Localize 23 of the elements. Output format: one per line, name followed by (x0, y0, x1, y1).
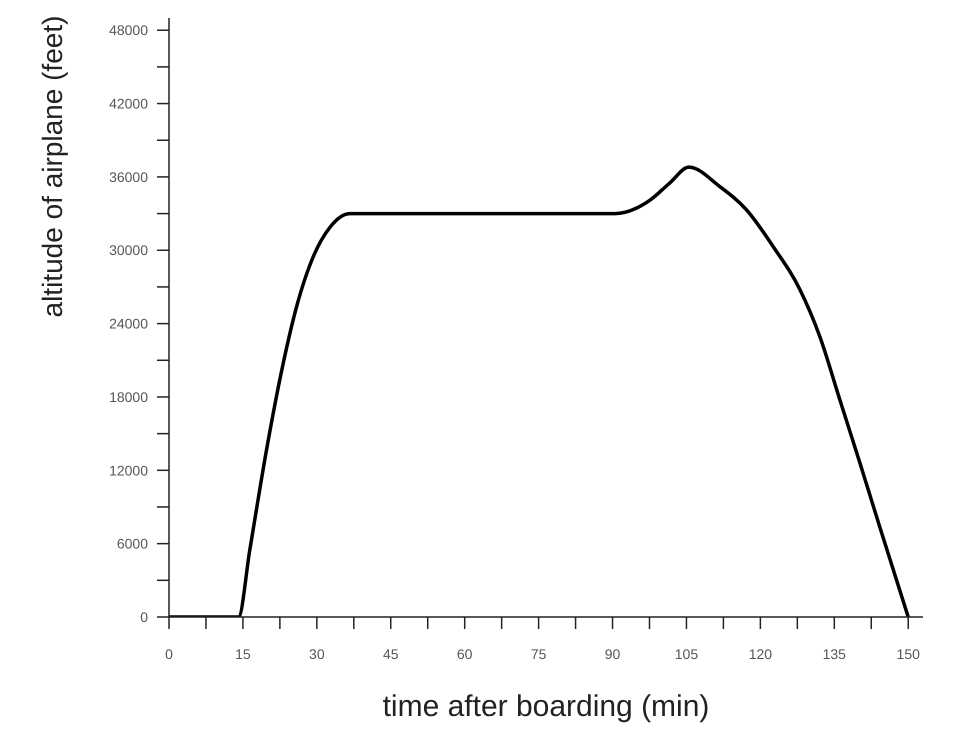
x-tick-label: 30 (309, 646, 325, 662)
x-tick-label: 120 (748, 646, 772, 662)
x-axis-title: time after boarding (min) (382, 690, 710, 723)
x-tick-label: 90 (604, 646, 621, 662)
y-tick-label: 48000 (109, 22, 148, 38)
y-tick-label: 0 (140, 608, 148, 625)
x-tick-label: 45 (382, 646, 399, 662)
y-tick-label: 30000 (109, 242, 148, 258)
x-tick-label: 0 (165, 646, 174, 662)
x-tick-label: 135 (822, 646, 846, 662)
x-tick-label: 105 (674, 646, 698, 662)
y-tick-label: 42000 (109, 96, 148, 112)
y-tick-label: 36000 (109, 168, 148, 185)
x-tick-label: 75 (530, 646, 547, 662)
y-tick-label: 6000 (116, 536, 148, 552)
x-tick-label: 150 (896, 646, 920, 662)
x-tick-label: 15 (235, 646, 251, 662)
y-tick-label: 18000 (109, 388, 148, 405)
y-tick-label: 12000 (109, 462, 148, 478)
x-tick-label: 60 (456, 646, 473, 662)
y-tick-label: 24000 (109, 316, 148, 332)
y-axis-title: altitude of airplane (feet) (36, 16, 68, 318)
line-series (169, 165, 910, 617)
